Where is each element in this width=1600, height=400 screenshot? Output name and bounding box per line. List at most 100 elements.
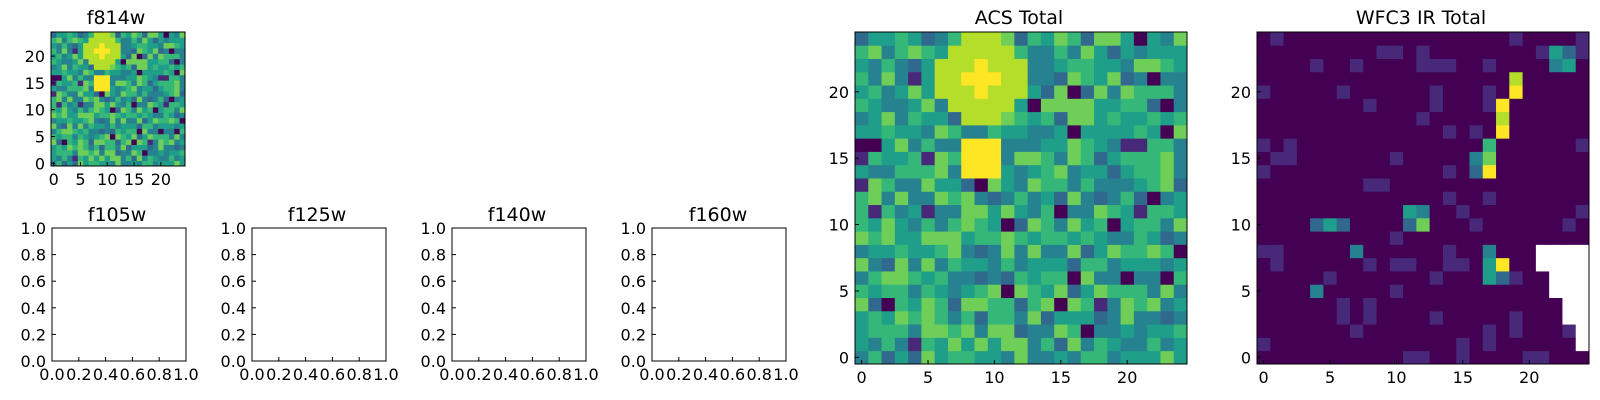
heatmap-cell: [1094, 58, 1108, 73]
heatmap-cell: [120, 128, 127, 135]
heatmap-cell: [1257, 204, 1271, 219]
heatmap-cell: [1336, 138, 1351, 152]
heatmap-cell: [147, 90, 154, 97]
heatmap-cell: [1107, 164, 1121, 179]
heatmap-cell: [1482, 244, 1497, 259]
heatmap-cell: [1336, 257, 1351, 272]
heatmap-cell: [881, 85, 896, 99]
heatmap-cell: [1014, 45, 1029, 59]
heatmap-cell: [1160, 217, 1175, 232]
heatmap-cell: [1509, 324, 1523, 338]
x-tick-label: 0.2: [266, 365, 291, 384]
heatmap-cell: [1562, 71, 1577, 86]
heatmap-cell: [1133, 217, 1148, 232]
heatmap-cell: [1054, 178, 1068, 192]
heatmap-cell: [104, 74, 111, 81]
heatmap-cell: [1363, 204, 1377, 219]
heatmap-cell: [1080, 350, 1095, 365]
x-tick-label: 10: [984, 368, 1004, 387]
heatmap-cell: [93, 53, 100, 60]
heatmap-cell: [77, 42, 84, 49]
heatmap-cell: [1363, 32, 1377, 46]
heatmap-cell: [1336, 350, 1351, 365]
heatmap-cell: [921, 111, 936, 126]
heatmap-cell: [126, 42, 132, 49]
heatmap-cell: [1120, 71, 1135, 86]
heatmap-cell: [88, 149, 95, 156]
heatmap-cell: [51, 42, 57, 49]
heatmap-cell: [921, 204, 936, 219]
heatmap-cell: [72, 112, 79, 119]
heatmap-cell: [934, 164, 949, 179]
heatmap-cell: [99, 96, 105, 103]
heatmap-cell: [908, 32, 922, 46]
heatmap-cell: [1027, 217, 1042, 232]
heatmap-cell: [152, 160, 159, 167]
heatmap-cell: [1549, 284, 1563, 298]
heatmap-cell: [1575, 271, 1590, 285]
heatmap-cell: [1403, 310, 1417, 325]
heatmap-cell: [1535, 151, 1550, 166]
heatmap-cell: [142, 80, 148, 86]
heatmap-cell: [1120, 111, 1135, 126]
heatmap-cell: [1270, 151, 1284, 166]
heatmap-cell: [1389, 178, 1404, 192]
heatmap-cell: [1509, 164, 1523, 179]
y-tick-label: 0.6: [621, 272, 646, 291]
heatmap-cell: [1575, 124, 1590, 139]
heatmap-cell: [1363, 337, 1377, 352]
heatmap-cell: [987, 98, 1002, 113]
heatmap-cell: [56, 64, 63, 70]
panel-title-f105w: f105w: [88, 204, 147, 226]
heatmap-cell: [1416, 58, 1431, 73]
heatmap-cell: [152, 149, 159, 156]
heatmap-cell: [1323, 45, 1338, 59]
heatmap-cell: [894, 244, 909, 259]
heatmap-cell: [1283, 217, 1298, 232]
heatmap-cell: [1080, 337, 1095, 352]
heatmap-cell: [120, 64, 127, 70]
heatmap-cell: [1310, 257, 1324, 272]
heatmap-cell: [947, 58, 962, 73]
heatmap-cell: [1147, 231, 1161, 245]
heatmap-cell: [1336, 111, 1351, 126]
heatmap-cell: [1257, 284, 1271, 298]
heatmap-cell: [136, 69, 143, 76]
heatmap-cell: [1120, 271, 1135, 285]
heatmap-cell: [158, 133, 164, 140]
heatmap-cell: [1429, 284, 1444, 298]
heatmap-cell: [1535, 124, 1550, 139]
heatmap-cell: [77, 117, 84, 124]
heatmap-cell: [77, 80, 84, 86]
heatmap-cell: [1160, 350, 1175, 365]
heatmap-cell: [104, 48, 111, 54]
heatmap-cell: [1283, 191, 1298, 206]
heatmap-cell: [987, 58, 1002, 73]
heatmap-cell: [868, 124, 882, 139]
heatmap-cell: [51, 139, 57, 145]
heatmap-cell: [881, 124, 896, 139]
heatmap-cell: [908, 178, 922, 192]
heatmap-cell: [1270, 71, 1284, 86]
heatmap-cell: [168, 69, 175, 76]
heatmap-cell: [1283, 324, 1298, 338]
heatmap-cell: [1147, 337, 1161, 352]
heatmap-cell: [934, 284, 949, 298]
heatmap-cell: [921, 85, 936, 99]
heatmap-cell: [158, 90, 164, 97]
heatmap-cell: [179, 37, 186, 44]
heatmap-cell: [868, 324, 882, 338]
heatmap-cell: [1416, 71, 1431, 86]
heatmap-cell: [894, 324, 909, 338]
heatmap-cell: [1257, 271, 1271, 285]
heatmap-cell: [1575, 204, 1590, 219]
heatmap-cell: [1270, 32, 1284, 46]
heatmap-cell: [908, 310, 922, 325]
heatmap-cell: [67, 53, 73, 60]
heatmap-cell: [1349, 324, 1364, 338]
heatmap-cell: [934, 271, 949, 285]
heatmap-cell: [1173, 310, 1188, 325]
heatmap-cell: [1296, 217, 1311, 232]
heatmap-cell: [961, 32, 975, 46]
heatmap-cell: [61, 90, 68, 97]
